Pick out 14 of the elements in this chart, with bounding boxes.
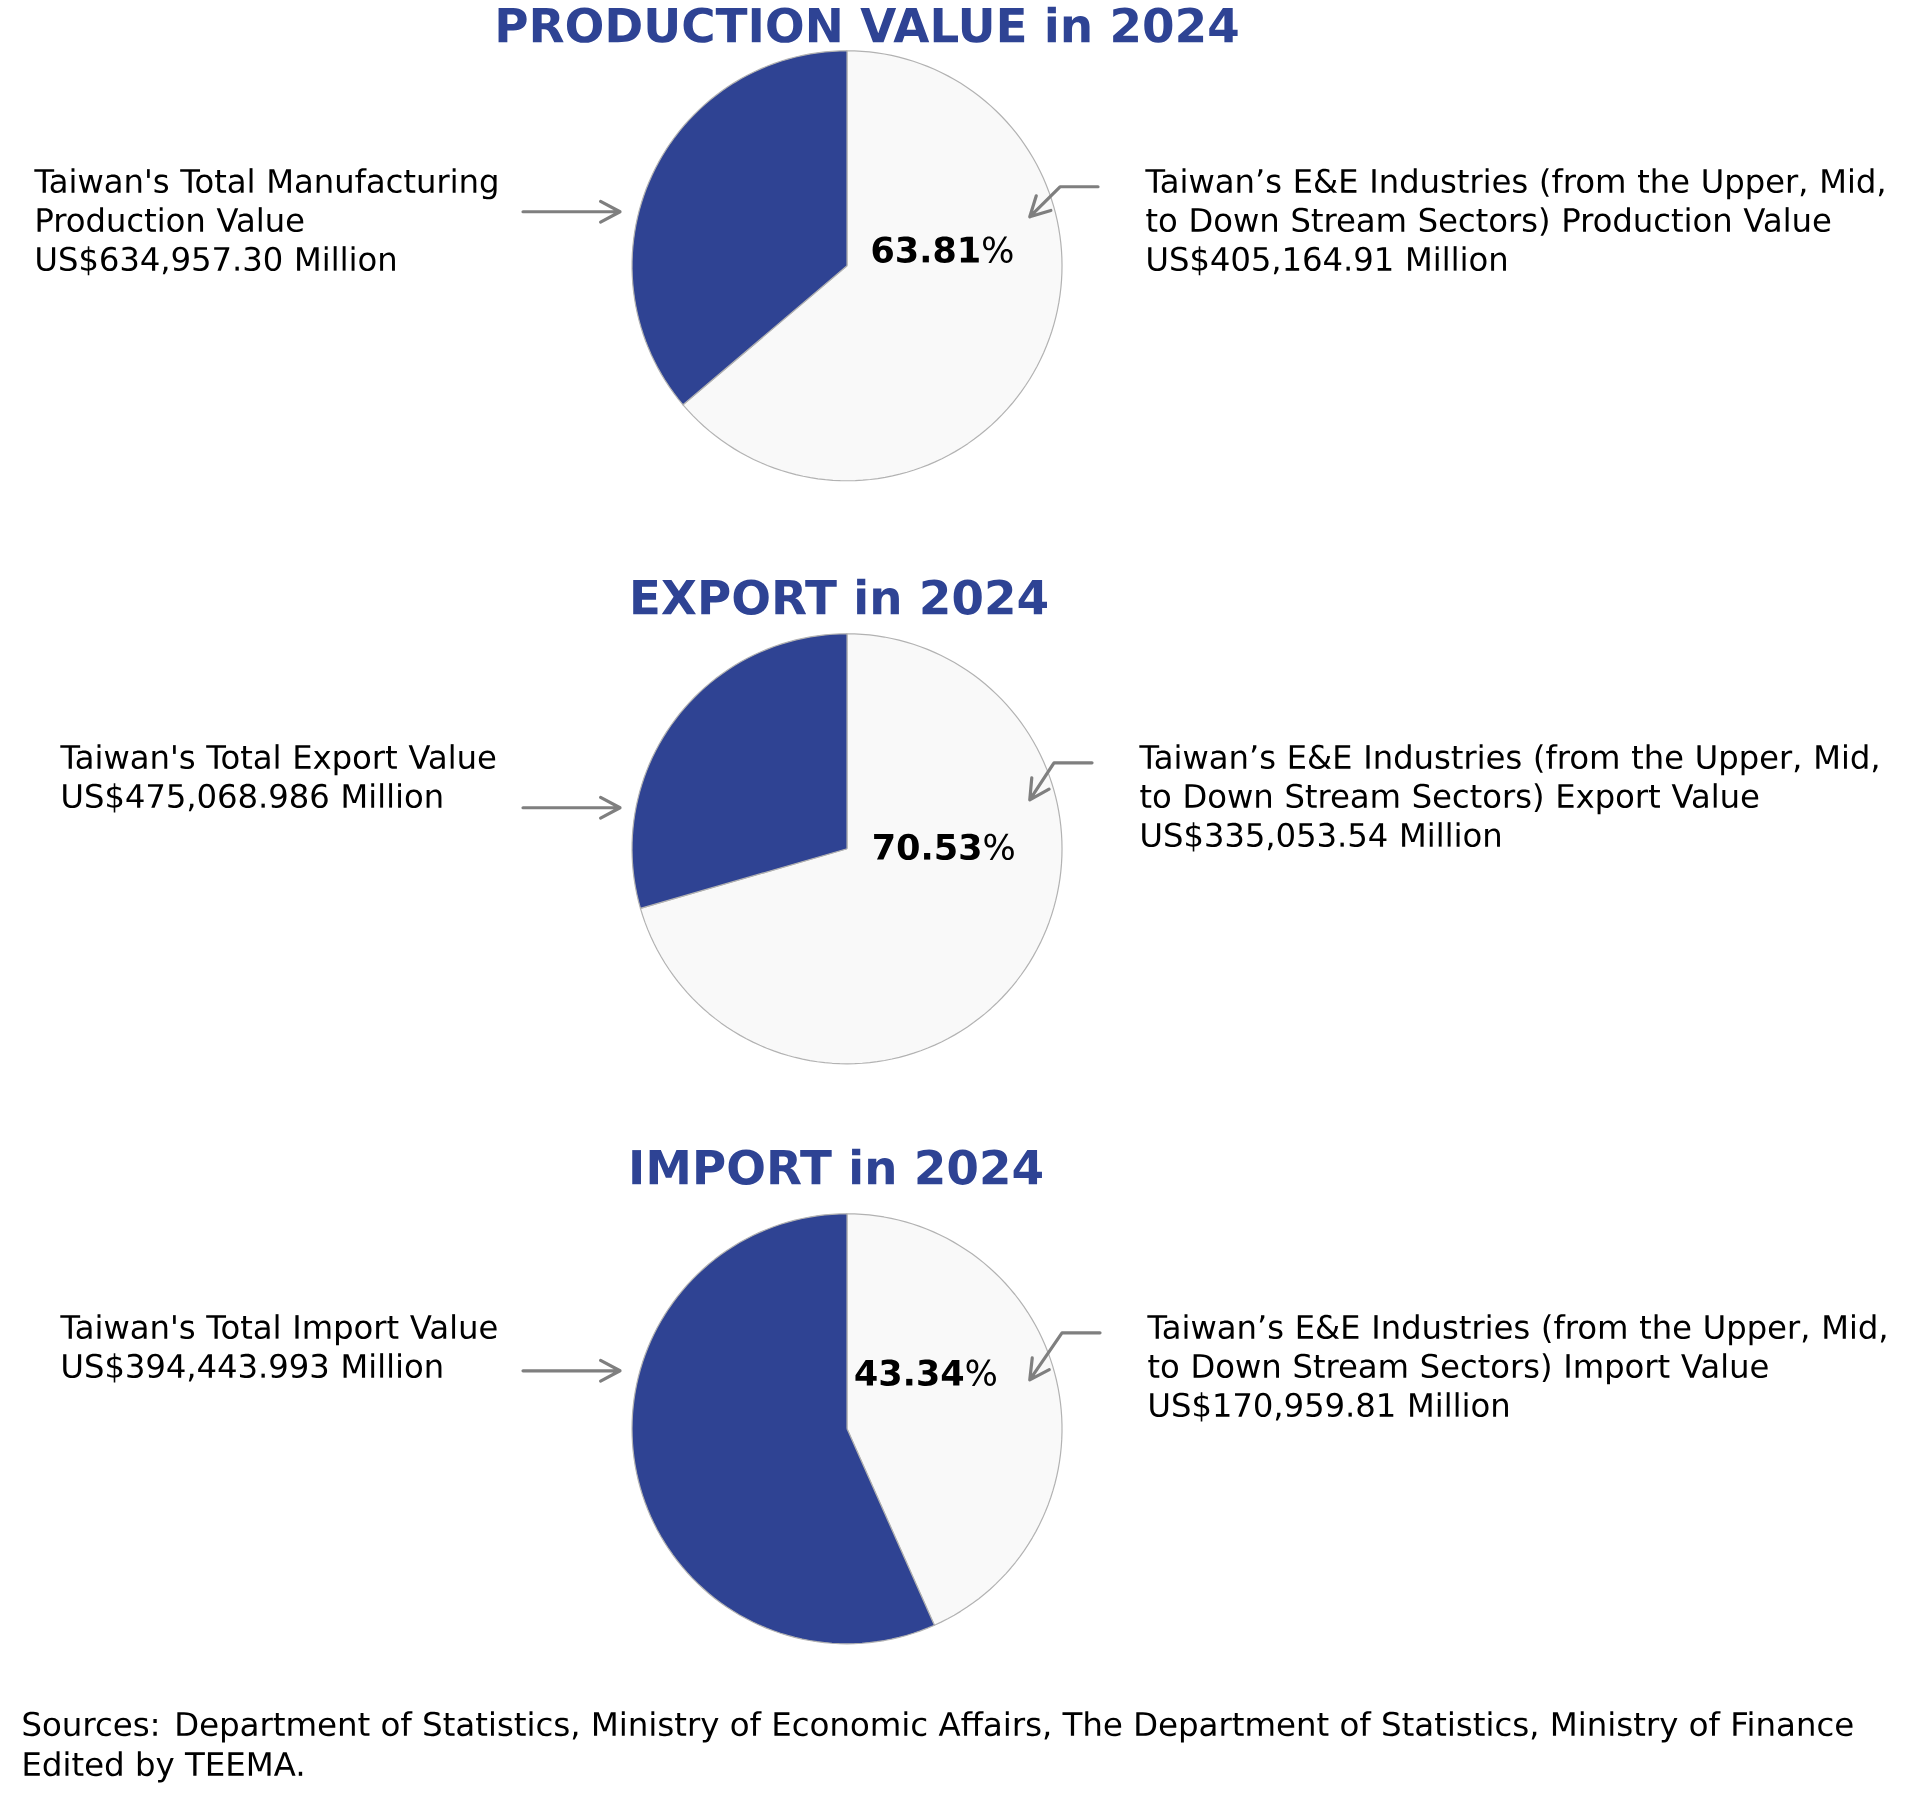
text: Edited by TEEMA. bbox=[24, 1751, 303, 1783]
slice-label: Taiwan's Total Manufacturing Production Value US$634,957.30 Million bbox=[34, 168, 497, 276]
source-note: Sources: Department of Statistics, Ministry of Economic Affairs, The Department of Statistics, Ministry of Finance bbox=[23, 1711, 1853, 1743]
chart-title: EXPORT in 2024 bbox=[633, 578, 1047, 615]
data-label: 63.81% bbox=[872, 236, 1013, 263]
chart-title: IMPORT in 2024 bbox=[632, 1148, 1042, 1185]
slice-label: Taiwan’s E&E Industries (from the Upper, Mid, to Down Stream Sectors) Import Value US$170,959.81 Million bbox=[1147, 1314, 1886, 1422]
slice-label: Taiwan's Total Import Value US$394,443.993 Million bbox=[60, 1314, 497, 1383]
slice-label: Taiwan’s E&E Industries (from the Upper, Mid, to Down Stream Sectors) Production Value US$405,164.91 Million bbox=[1145, 168, 1884, 276]
data-label: 43.34% bbox=[855, 1359, 996, 1387]
slice-label: Taiwan's Total Export Value US$475,068.986 Million bbox=[60, 744, 496, 813]
slice-label: Taiwan’s E&E Industries (from the Upper, Mid, to Down Stream Sectors) Export Value US$335,053.54 Million bbox=[1139, 744, 1878, 852]
data-label: 70.53% bbox=[874, 833, 1014, 861]
chart-title: PRODUCTION VALUE in 2024 bbox=[498, 6, 1238, 43]
